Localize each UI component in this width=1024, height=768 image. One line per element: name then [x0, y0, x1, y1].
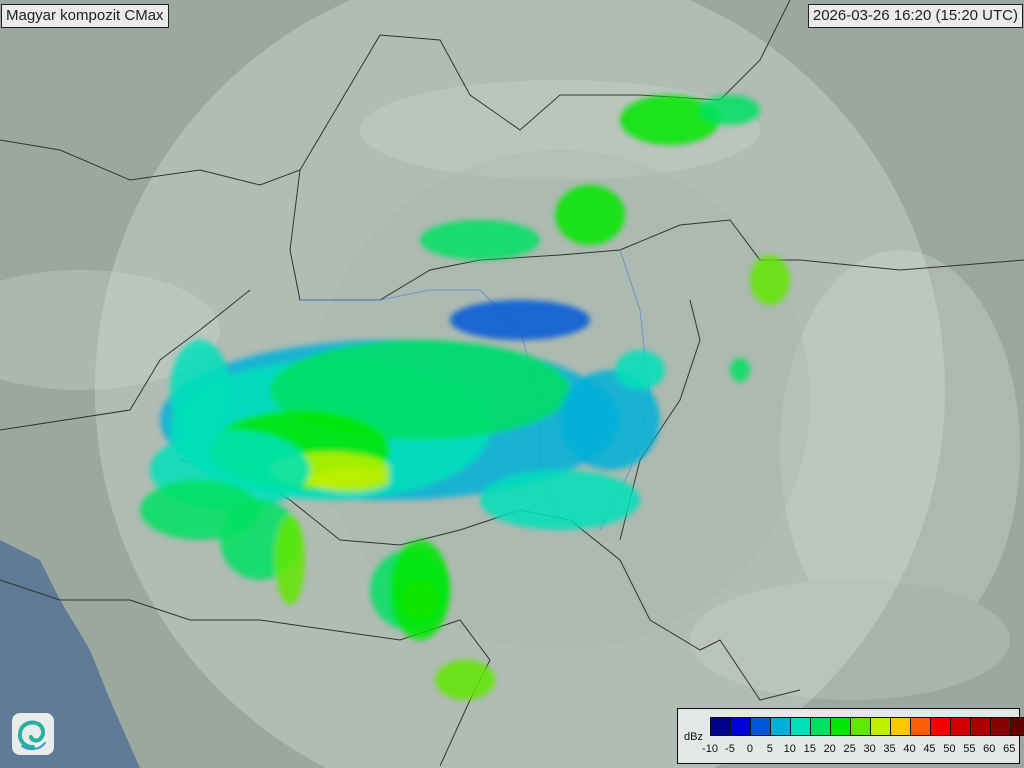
legend-swatch — [891, 718, 911, 735]
radar-echo — [555, 185, 625, 245]
radar-echo — [560, 370, 660, 470]
legend-tick: 50 — [943, 743, 956, 755]
radar-echo — [310, 468, 390, 492]
legend-tick: 10 — [783, 743, 796, 755]
legend-swatch — [731, 718, 751, 735]
legend-tick: 55 — [963, 743, 976, 755]
radar-echo — [730, 358, 750, 382]
legend-tick: -10 — [702, 743, 718, 755]
map-title: Magyar kompozit CMax — [1, 4, 169, 28]
legend-swatch — [711, 718, 731, 735]
legend-tick: 15 — [803, 743, 816, 755]
legend-tick: 30 — [863, 743, 876, 755]
radar-echo — [750, 255, 790, 305]
legend-swatch — [911, 718, 931, 735]
legend-tick: 35 — [883, 743, 896, 755]
legend-swatch — [951, 718, 971, 735]
legend-color-bar — [710, 717, 1024, 736]
legend-tick: 45 — [923, 743, 936, 755]
legend-tick: 40 — [903, 743, 916, 755]
radar-echo — [620, 95, 720, 145]
radar-echo — [450, 300, 590, 340]
legend-tick: 65 — [1003, 743, 1016, 755]
radar-echoes — [140, 95, 790, 700]
dbz-legend: dBz -10-50510152025303540455055606570 — [677, 708, 1024, 764]
legend-swatch — [1011, 718, 1024, 735]
legend-swatch — [811, 718, 831, 735]
legend-tick: 25 — [843, 743, 856, 755]
legend-tick: 0 — [746, 743, 753, 755]
radar-echo — [480, 470, 640, 530]
legend-tick: 60 — [983, 743, 996, 755]
radar-echo — [390, 540, 450, 640]
radar-echo — [170, 340, 230, 440]
radar-echo — [275, 515, 305, 605]
timestamp: 2026-03-26 16:20 (15:20 UTC) — [807, 4, 1023, 28]
radar-echo — [615, 350, 665, 390]
legend-swatch — [991, 718, 1011, 735]
legend-swatch — [871, 718, 891, 735]
legend-swatch — [751, 718, 771, 735]
radar-echo — [270, 340, 570, 440]
legend-swatch — [851, 718, 871, 735]
radar-echo — [420, 220, 540, 260]
legend-swatch — [791, 718, 811, 735]
adriatic-sea — [0, 540, 140, 768]
legend-unit: dBz — [684, 731, 703, 743]
legend-ticks: -10-50510152025303540455055606570 — [698, 743, 1024, 757]
legend-tick: -5 — [725, 743, 735, 755]
legend-swatch — [831, 718, 851, 735]
swirl-logo-icon — [12, 713, 54, 755]
legend-swatch — [931, 718, 951, 735]
radar-echo — [700, 95, 760, 125]
legend-tick: 5 — [766, 743, 773, 755]
legend-tick: 20 — [823, 743, 836, 755]
legend-swatch — [971, 718, 991, 735]
legend-swatch — [771, 718, 791, 735]
radar-echo — [435, 660, 495, 700]
terrain-relief — [0, 80, 1020, 700]
